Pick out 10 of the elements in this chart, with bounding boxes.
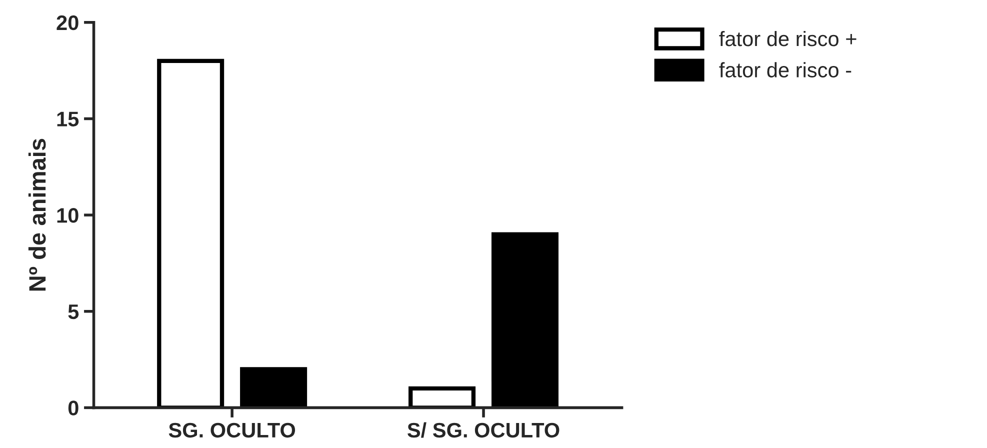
legend-label: fator de risco - [719,62,852,78]
y-tick-label: 10 [57,208,78,223]
y-axis-title: Nº de animais [28,138,46,291]
x-tick-label: S/ SG. OCULTO [408,422,560,438]
y-tick-label: 5 [68,304,79,320]
y-tick-label: 0 [68,400,78,416]
y-tick-label: 20 [56,15,78,30]
y-tick-label: 15 [57,112,79,126]
legend-label: fator de risco + [719,30,856,46]
x-tick-label: SG. OCULTO [168,422,296,438]
